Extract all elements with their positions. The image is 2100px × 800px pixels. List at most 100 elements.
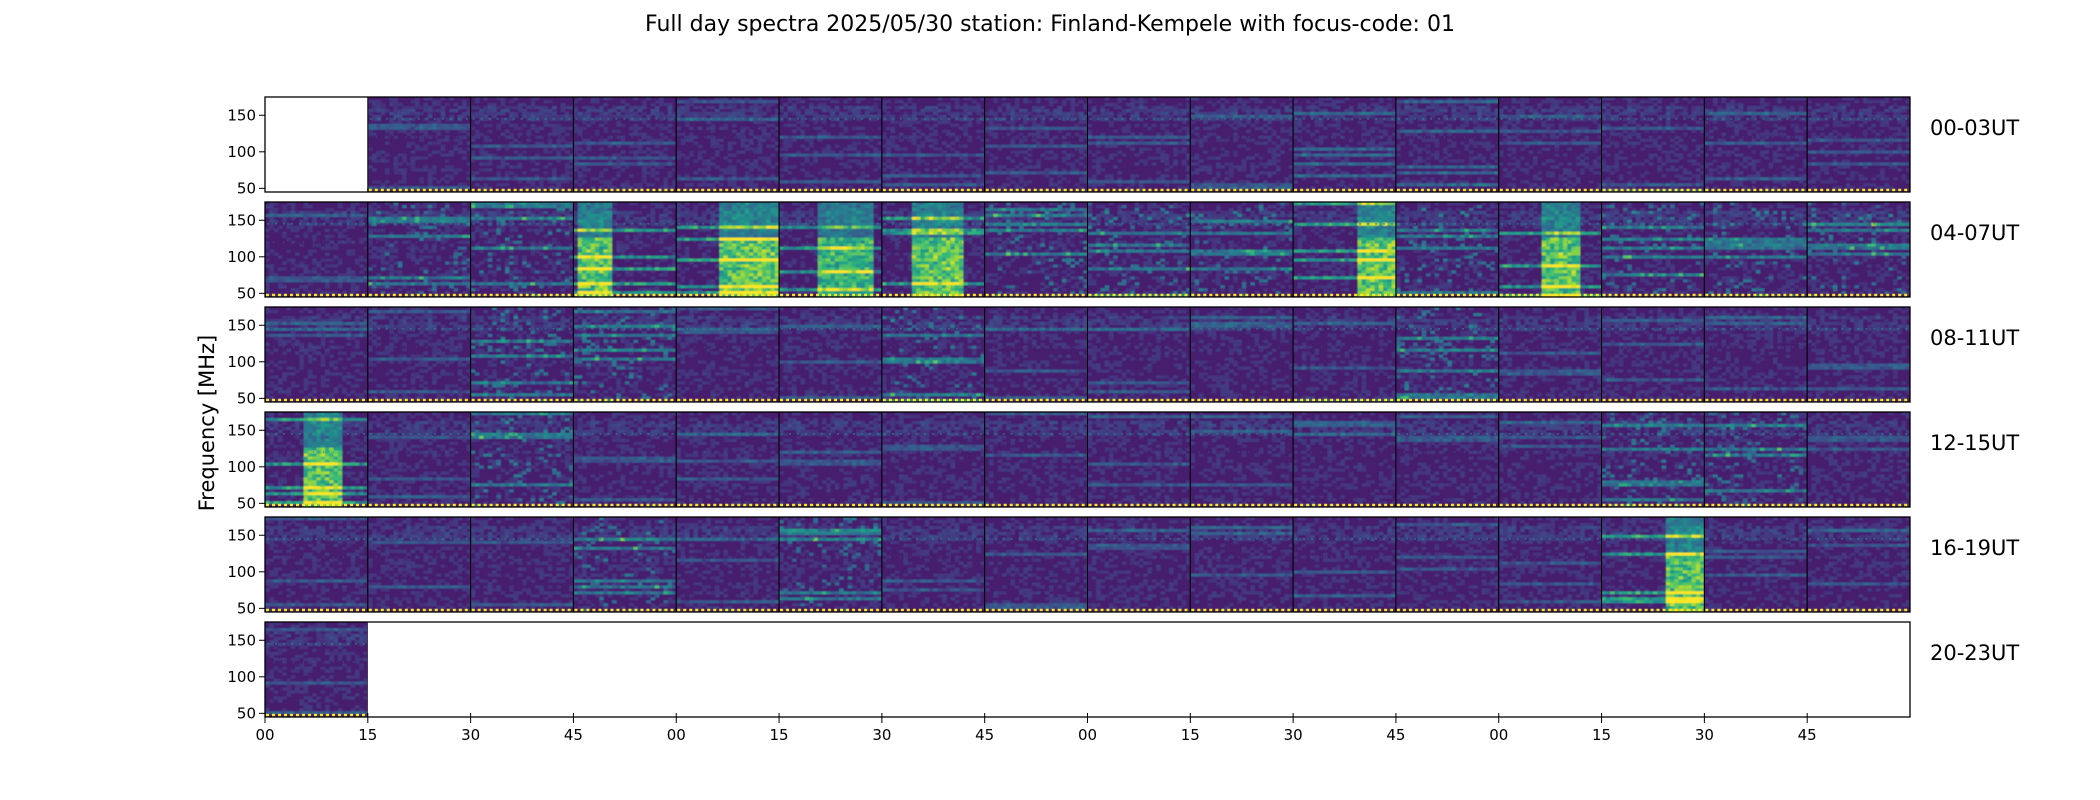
row-label: 04-07UT bbox=[1930, 221, 2019, 245]
chart-title: Full day spectra 2025/05/30 station: Fin… bbox=[0, 12, 2100, 37]
spectrum-panel bbox=[1703, 516, 1808, 613]
spectrum-panel bbox=[778, 516, 883, 613]
spectrum-panel bbox=[984, 411, 1088, 508]
spectrum-panel bbox=[1189, 411, 1294, 508]
spectrum-panel bbox=[367, 96, 472, 193]
spectrum-panel bbox=[572, 306, 677, 403]
row-label: 00-03UT bbox=[1930, 116, 2019, 140]
y-tick-label: 150 bbox=[227, 421, 256, 439]
x-tick-label: 15 bbox=[770, 726, 789, 744]
spectrum-panel bbox=[1395, 306, 1500, 403]
spectrum-panel bbox=[1601, 201, 1705, 298]
spectrum-panel bbox=[470, 516, 574, 613]
y-tick-label: 150 bbox=[227, 106, 256, 124]
spectrum-panel bbox=[1292, 306, 1397, 403]
spectrum-panel bbox=[778, 201, 883, 298]
spectrum-panel bbox=[1806, 96, 1911, 193]
spectrum-panel bbox=[265, 97, 368, 192]
spectrum-panel bbox=[881, 306, 986, 403]
spectrum-panel bbox=[1703, 411, 1808, 508]
spectrum-panel bbox=[264, 516, 369, 613]
y-tick-label: 100 bbox=[227, 143, 256, 161]
x-tick-label: 15 bbox=[1181, 726, 1200, 744]
x-tick-label: 30 bbox=[1284, 726, 1303, 744]
spectrum-panel bbox=[881, 516, 986, 613]
spectrum-panel bbox=[881, 201, 986, 298]
spectrum-panel bbox=[1807, 622, 1910, 717]
spectrum-panel bbox=[675, 96, 780, 193]
x-tick-label: 45 bbox=[975, 726, 994, 744]
x-tick-label: 00 bbox=[255, 726, 274, 744]
x-tick-label: 45 bbox=[1386, 726, 1405, 744]
spectrum-panel bbox=[1601, 96, 1705, 193]
spectrum-panel bbox=[1703, 306, 1808, 403]
spectrum-panel bbox=[1498, 622, 1602, 717]
spectrum-panel bbox=[470, 306, 574, 403]
spectrum-panel bbox=[264, 201, 369, 298]
y-tick-label: 50 bbox=[237, 599, 256, 617]
spectrum-panel bbox=[1601, 622, 1705, 717]
x-tick-label: 30 bbox=[1695, 726, 1714, 744]
spectrum-panel bbox=[470, 411, 574, 508]
spectrum-panel bbox=[984, 201, 1088, 298]
spectrum-panel bbox=[675, 306, 780, 403]
x-tick-label: 15 bbox=[358, 726, 377, 744]
spectrum-panel bbox=[675, 516, 780, 613]
y-tick-label: 100 bbox=[227, 353, 256, 371]
x-tick-label: 00 bbox=[1078, 726, 1097, 744]
row-label: 16-19UT bbox=[1930, 536, 2019, 560]
x-tick-label: 15 bbox=[1592, 726, 1611, 744]
spectrum-panel bbox=[1292, 201, 1397, 298]
spectrum-panel bbox=[1292, 96, 1397, 193]
spectrum-panel bbox=[1189, 306, 1294, 403]
spectrum-panel bbox=[1703, 96, 1808, 193]
spectrum-panel bbox=[1395, 516, 1500, 613]
y-tick-label: 100 bbox=[227, 668, 256, 686]
spectrum-panel bbox=[1189, 516, 1294, 613]
spectrum-panel bbox=[1806, 306, 1911, 403]
spectrum-panel bbox=[367, 201, 472, 298]
spectrum-panel bbox=[470, 96, 574, 193]
spectrum-panel bbox=[367, 622, 471, 717]
spectrum-panel bbox=[779, 622, 882, 717]
spectrum-panel bbox=[1498, 96, 1603, 193]
spectrum-panel bbox=[778, 306, 883, 403]
spectrum-panel bbox=[984, 622, 1088, 717]
spectrum-panel bbox=[1498, 411, 1603, 508]
spectrum-panel bbox=[675, 411, 780, 508]
spectrum-panel bbox=[1498, 306, 1603, 403]
spectrum-panel bbox=[572, 411, 677, 508]
y-tick-label: 150 bbox=[227, 526, 256, 544]
spectrum-panel bbox=[1806, 411, 1911, 508]
spectrum-panel bbox=[1087, 306, 1191, 403]
spectrum-panel bbox=[881, 96, 986, 193]
x-tick-label: 30 bbox=[872, 726, 891, 744]
x-tick-label: 45 bbox=[564, 726, 583, 744]
y-tick-label: 50 bbox=[237, 389, 256, 407]
spectrum-panel bbox=[573, 622, 677, 717]
spectrum-panel bbox=[470, 201, 574, 298]
spectrum-panel bbox=[1395, 411, 1500, 508]
spectrum-panel bbox=[1806, 201, 1911, 298]
spectrum-panel bbox=[1498, 516, 1603, 613]
y-tick-label: 150 bbox=[227, 211, 256, 229]
x-tick-label: 30 bbox=[461, 726, 480, 744]
spectrum-panel bbox=[264, 411, 369, 508]
spectrum-panel bbox=[1087, 96, 1191, 193]
x-tick-label: 00 bbox=[1489, 726, 1508, 744]
spectrum-panel bbox=[1293, 622, 1396, 717]
spectrum-panel bbox=[984, 516, 1088, 613]
spectrum-panel bbox=[1087, 201, 1191, 298]
y-tick-label: 50 bbox=[237, 494, 256, 512]
y-tick-label: 100 bbox=[227, 563, 256, 581]
spectrum-panel bbox=[984, 306, 1088, 403]
spectrum-panel bbox=[1087, 516, 1191, 613]
spectrum-panel bbox=[1704, 622, 1808, 717]
spectrum-panel bbox=[1087, 411, 1191, 508]
spectrum-panel bbox=[1395, 622, 1499, 717]
spectrum-panel bbox=[470, 622, 574, 717]
x-tick-label: 45 bbox=[1798, 726, 1817, 744]
spectrum-panel bbox=[367, 411, 472, 508]
spectrum-panel bbox=[572, 516, 677, 613]
